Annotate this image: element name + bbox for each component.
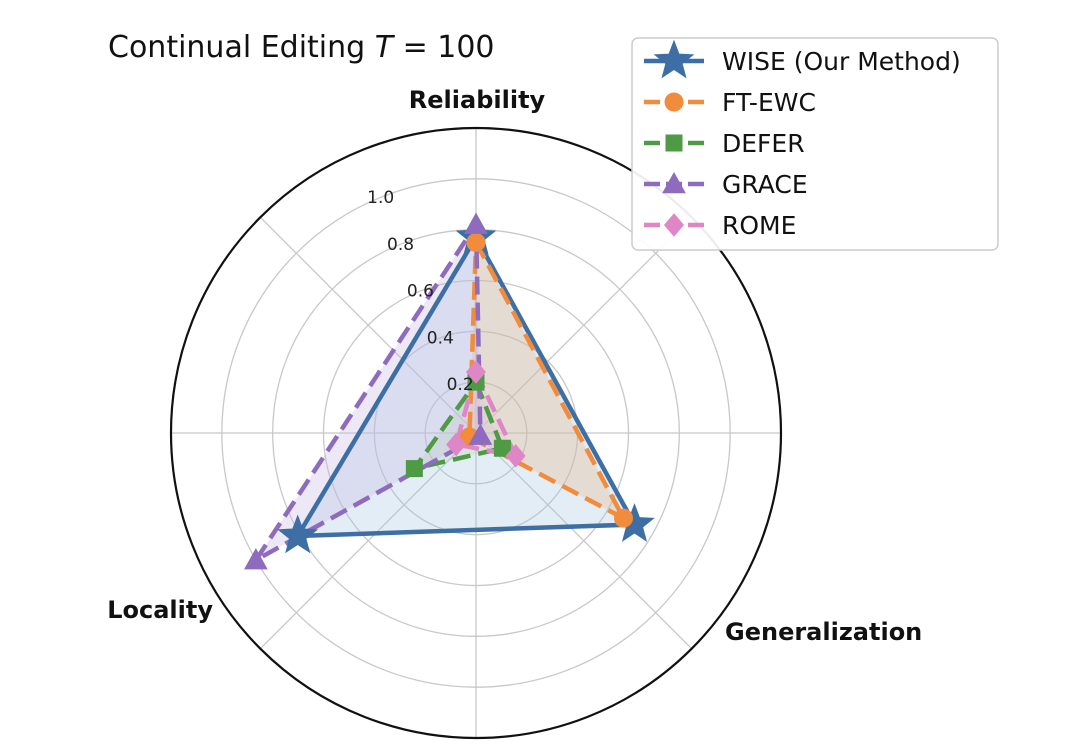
series-lines	[254, 217, 639, 563]
legend-label-wise-our-method: WISE (Our Method)	[722, 47, 961, 76]
series-fill-wise-our-method	[297, 237, 635, 536]
grid-spoke-7	[475, 216, 693, 434]
chart-title: Continual Editing T = 100	[108, 30, 495, 65]
legend-marker-grace	[662, 171, 686, 194]
tick-label-3: 0.8	[387, 235, 414, 255]
series-line-grace	[254, 217, 483, 563]
outer-ring	[169, 126, 783, 740]
series-line-rome	[453, 365, 520, 459]
legend-marker-wise-our-method	[653, 39, 695, 79]
legend-label-rome: ROME	[722, 211, 796, 240]
legend-label-ft-ewc: FT-EWC	[722, 88, 816, 117]
chart-title-value: = 100	[393, 30, 494, 65]
series-point-grace-locality	[244, 548, 268, 570]
legend-box	[631, 37, 999, 251]
series-point-grace-reliability	[464, 212, 488, 234]
series-line-wise-our-method	[293, 232, 639, 539]
legend-label-defer: DEFER	[722, 129, 805, 158]
series-line-defer	[409, 377, 506, 473]
radial-tick-labels: 0.2 0.4 0.6 0.8 1.0	[367, 188, 473, 395]
series-point-defer-generalization	[493, 439, 511, 457]
grid-spoke-3	[259, 432, 477, 650]
chart-title-prefix: Continual Editing	[108, 30, 375, 65]
tick-label-4: 1.0	[367, 188, 394, 208]
series-point-rome-generalization	[505, 444, 526, 468]
axis-label-reliability: Reliability	[409, 86, 546, 114]
series-point-defer-locality	[405, 460, 423, 478]
grid-spoke-5	[475, 432, 693, 650]
series-point-rome-locality	[446, 432, 467, 457]
axis-label-generalization: Generalization	[725, 618, 922, 646]
series-fill-defer	[414, 382, 503, 469]
legend-label-grace: GRACE	[722, 170, 808, 199]
legend: WISE (Our Method) FT-EWC DEFER GRACE ROME	[631, 37, 999, 251]
grid-spoke-1	[259, 216, 477, 434]
series-point-ft-ewc-reliability	[466, 232, 486, 252]
series-point-ft-ewc-generalization	[613, 508, 633, 528]
tick-label-0: 0.2	[447, 375, 474, 395]
series-point-grace-generalization	[468, 423, 493, 445]
series-line-ft-ewc	[467, 233, 629, 524]
series-point-rome-reliability	[465, 360, 487, 384]
series-fill-grace	[255, 224, 481, 561]
axis-label-locality: Locality	[107, 596, 213, 624]
legend-marker-rome	[663, 213, 685, 237]
tick-label-1: 0.4	[427, 328, 454, 348]
series-point-wise-our-method-locality	[277, 514, 319, 554]
tick-label-2: 0.6	[407, 282, 434, 302]
chart-title-variable: T	[375, 30, 396, 65]
series-markers	[244, 212, 655, 570]
legend-marker-ft-ewc	[664, 92, 684, 112]
axis-labels: Reliability Generalization Locality	[107, 86, 922, 646]
legend-marker-defer	[665, 134, 683, 152]
